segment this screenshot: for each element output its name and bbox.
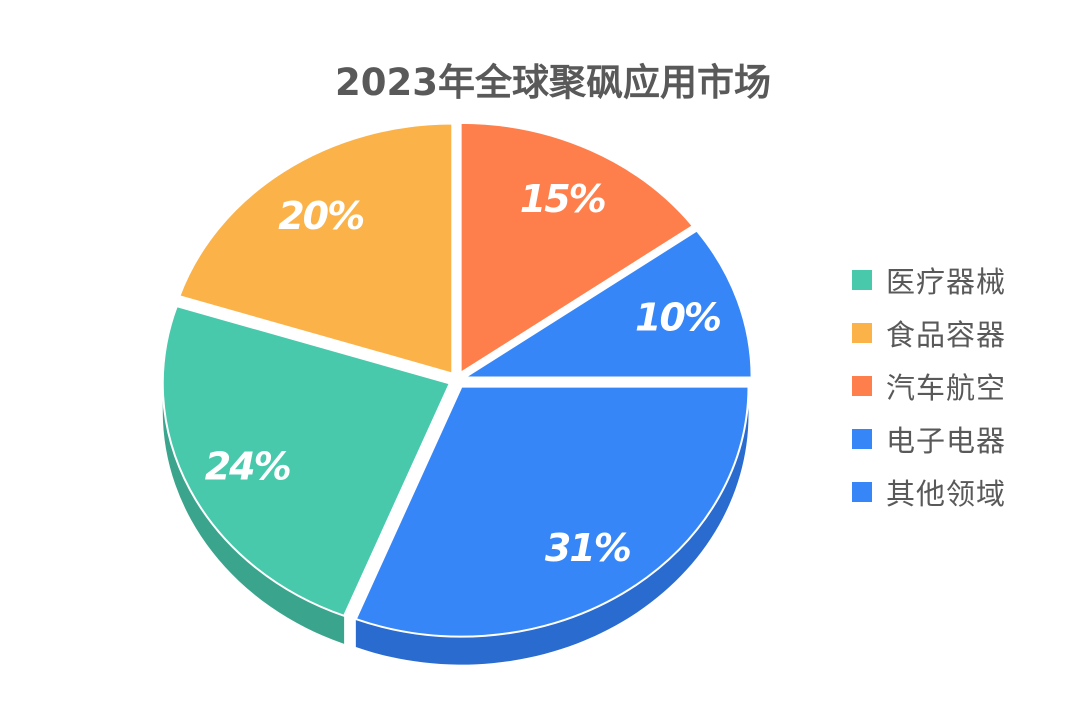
slice-label-medical: 24% bbox=[205, 444, 290, 488]
legend-swatch bbox=[852, 375, 872, 396]
pie-slice-other[interactable] bbox=[354, 385, 750, 638]
legend-label: 其他领域 bbox=[886, 476, 1007, 511]
legend-swatch bbox=[852, 481, 872, 502]
slice-label-auto: 15% bbox=[520, 177, 605, 221]
pie-side-other bbox=[355, 386, 749, 665]
slice-label-electronics: 10% bbox=[635, 295, 720, 339]
legend-item-electronics[interactable]: 电子电器 bbox=[852, 421, 1006, 458]
legend-swatch bbox=[852, 322, 872, 343]
chart-title: 2023年全球聚砜应用市场 bbox=[335, 61, 771, 104]
pie-slice-medical[interactable] bbox=[161, 304, 452, 618]
legend-item-food[interactable]: 食品容器 bbox=[852, 315, 1006, 352]
legend-label: 医疗器械 bbox=[886, 264, 1007, 299]
legend-swatch bbox=[852, 269, 872, 290]
pie-slice-food[interactable] bbox=[178, 122, 454, 375]
legend-label: 食品容器 bbox=[886, 317, 1007, 352]
legend-item-auto[interactable]: 汽车航空 bbox=[852, 368, 1006, 405]
slice-label-other: 31% bbox=[545, 526, 630, 570]
legend-label: 汽车航空 bbox=[886, 370, 1007, 405]
legend-item-other[interactable]: 其他领域 bbox=[852, 474, 1006, 511]
legend: 医疗器械 食品容器 汽车航空 电子电器 其他领域 bbox=[852, 262, 1006, 511]
pie-slice-electronics[interactable] bbox=[461, 229, 753, 379]
pie-side-medical bbox=[162, 383, 345, 644]
slice-label-food: 20% bbox=[278, 194, 363, 238]
legend-item-medical[interactable]: 医疗器械 bbox=[852, 262, 1006, 299]
legend-swatch bbox=[852, 428, 872, 449]
legend-label: 电子电器 bbox=[886, 423, 1007, 458]
pie-slice-auto[interactable] bbox=[459, 121, 695, 375]
